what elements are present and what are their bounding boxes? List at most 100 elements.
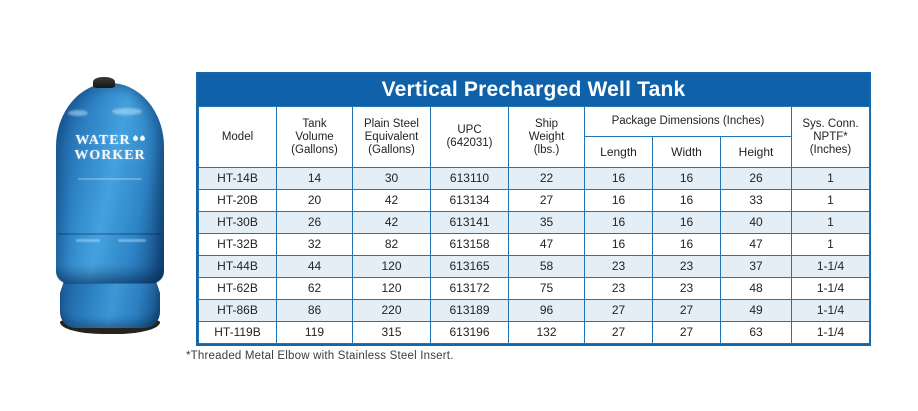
- value-cell: 27: [652, 321, 721, 344]
- value-cell: 82: [352, 233, 431, 256]
- tank-highlight-left: [68, 110, 88, 116]
- col-header-upc: UPC (642031): [430, 106, 509, 168]
- model-cell: HT-44B: [198, 255, 277, 278]
- value-cell: 1: [791, 233, 870, 256]
- model-cell: HT-20B: [198, 189, 277, 212]
- droplet-icon: [138, 134, 146, 143]
- tank-cap: [93, 77, 115, 88]
- value-cell: 47: [508, 233, 585, 256]
- table-row: HT-44B 44 120 613165 58 23 23 37 1-1/4: [198, 255, 870, 278]
- value-cell: 27: [584, 321, 653, 344]
- tank-pedestal: [60, 278, 160, 328]
- value-cell: 16: [584, 189, 653, 212]
- value-cell: 14: [276, 167, 353, 190]
- value-cell: 1-1/4: [791, 299, 870, 322]
- value-cell: 23: [652, 255, 721, 278]
- droplet-icon: [131, 134, 139, 143]
- value-cell: 613172: [430, 277, 509, 300]
- value-cell: 86: [276, 299, 353, 322]
- value-cell: 1-1/4: [791, 321, 870, 344]
- col-header-height: Height: [720, 136, 792, 168]
- value-cell: 220: [352, 299, 431, 322]
- table-row: HT-20B 20 42 613134 27 16 16 33 1: [198, 189, 870, 212]
- value-cell: 613196: [430, 321, 509, 344]
- value-cell: 119: [276, 321, 353, 344]
- value-cell: 22: [508, 167, 585, 190]
- value-cell: 26: [276, 211, 353, 234]
- value-cell: 16: [652, 189, 721, 212]
- value-cell: 613134: [430, 189, 509, 212]
- value-cell: 1-1/4: [791, 277, 870, 300]
- col-header-width: Width: [652, 136, 721, 168]
- table-row: HT-32B 32 82 613158 47 16 16 47 1: [198, 233, 870, 256]
- value-cell: 27: [584, 299, 653, 322]
- spec-data-grid: Model Tank Volume (Gallons) Plain Steel …: [198, 106, 870, 344]
- tank-label-underline: [78, 178, 142, 180]
- value-cell: 63: [720, 321, 792, 344]
- tank-seam-line: [58, 233, 162, 235]
- value-cell: 35: [508, 211, 585, 234]
- value-cell: 48: [720, 277, 792, 300]
- table-row: HT-14B 14 30 613110 22 16 16 26 1: [198, 167, 870, 190]
- value-cell: 30: [352, 167, 431, 190]
- table-body: HT-14B 14 30 613110 22 16 16 26 1 HT-20B 20 42 61313…: [198, 167, 870, 344]
- value-cell: 49: [720, 299, 792, 322]
- value-cell: 120: [352, 277, 431, 300]
- model-cell: HT-62B: [198, 277, 277, 300]
- model-cell: HT-86B: [198, 299, 277, 322]
- value-cell: 58: [508, 255, 585, 278]
- value-cell: 42: [352, 211, 431, 234]
- value-cell: 613158: [430, 233, 509, 256]
- value-cell: 1: [791, 189, 870, 212]
- col-header-length: Length: [584, 136, 653, 168]
- value-cell: 20: [276, 189, 353, 212]
- value-cell: 16: [652, 167, 721, 190]
- brand-logo: WATER WORKER: [56, 133, 164, 163]
- value-cell: 120: [352, 255, 431, 278]
- value-cell: 16: [652, 233, 721, 256]
- value-cell: 1: [791, 211, 870, 234]
- col-header-plain-steel: Plain Steel Equivalent (Gallons): [352, 106, 431, 168]
- value-cell: 1-1/4: [791, 255, 870, 278]
- value-cell: 613141: [430, 211, 509, 234]
- value-cell: 16: [584, 233, 653, 256]
- value-cell: 37: [720, 255, 792, 278]
- brand-word-worker: WORKER: [74, 148, 146, 163]
- col-header-ship-weight: Ship Weight (lbs.): [508, 106, 585, 168]
- value-cell: 40: [720, 211, 792, 234]
- value-cell: 23: [584, 255, 653, 278]
- footnote: *Threaded Metal Elbow with Stainless Ste…: [186, 350, 454, 362]
- col-header-package-dimensions: Package Dimensions (Inches): [584, 106, 792, 137]
- col-header-sys-conn: Sys. Conn. NPTF* (Inches): [791, 106, 870, 168]
- value-cell: 33: [720, 189, 792, 212]
- table-row: HT-62B 62 120 613172 75 23 23 48 1-1/4: [198, 277, 870, 300]
- value-cell: 23: [584, 277, 653, 300]
- tank-seam-highlight: [76, 239, 100, 242]
- value-cell: 16: [584, 167, 653, 190]
- table-title: Vertical Precharged Well Tank: [198, 74, 869, 106]
- value-cell: 75: [508, 277, 585, 300]
- brand-word-water: WATER: [75, 133, 131, 148]
- spec-table: Vertical Precharged Well Tank Model Tank…: [196, 72, 871, 346]
- col-header-tank-volume: Tank Volume (Gallons): [276, 106, 353, 168]
- tank-highlight-right: [112, 108, 142, 115]
- value-cell: 42: [352, 189, 431, 212]
- value-cell: 26: [720, 167, 792, 190]
- value-cell: 613165: [430, 255, 509, 278]
- value-cell: 62: [276, 277, 353, 300]
- table-row: HT-30B 26 42 613141 35 16 16 40 1: [198, 211, 870, 234]
- value-cell: 16: [584, 211, 653, 234]
- model-cell: HT-32B: [198, 233, 277, 256]
- model-cell: HT-119B: [198, 321, 277, 344]
- value-cell: 47: [720, 233, 792, 256]
- value-cell: 132: [508, 321, 585, 344]
- value-cell: 16: [652, 211, 721, 234]
- value-cell: 44: [276, 255, 353, 278]
- col-header-model: Model: [198, 106, 277, 168]
- table-row: HT-86B 86 220 613189 96 27 27 49 1-1/4: [198, 299, 870, 322]
- value-cell: 1: [791, 167, 870, 190]
- tank-body: WATER WORKER: [56, 83, 164, 284]
- value-cell: 613110: [430, 167, 509, 190]
- tank-seam-highlight: [118, 239, 146, 242]
